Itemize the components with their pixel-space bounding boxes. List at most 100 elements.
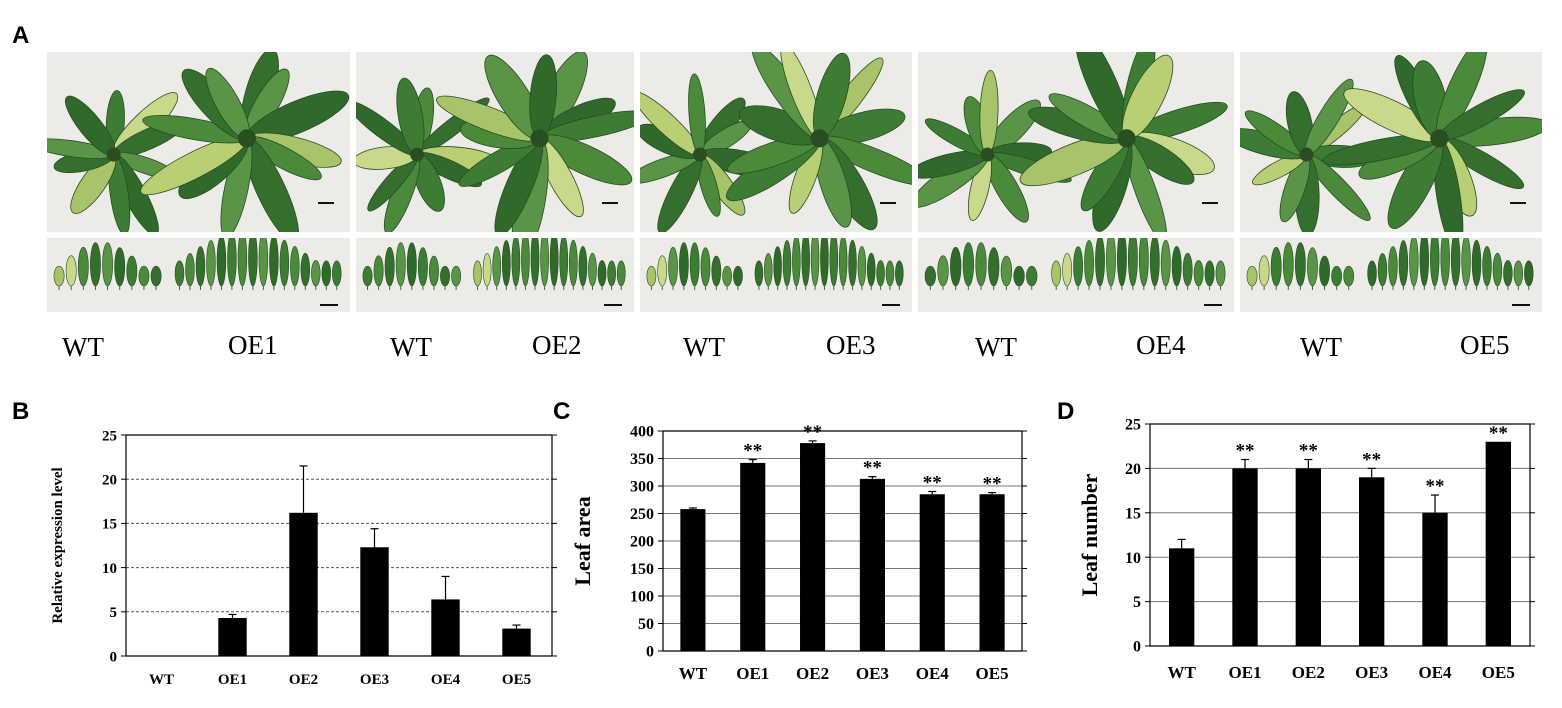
detached-leaf	[530, 238, 540, 287]
detached-leaf	[384, 246, 395, 287]
chart-svg: 0 5 10 15 20 25 WT OE1 OE2 OE3 OE4 OE5 Relative expr…	[50, 428, 557, 688]
detached-leaf	[1419, 238, 1429, 287]
y-tick-label: 400	[630, 424, 654, 441]
detached-leaf	[1377, 253, 1388, 287]
y-axis-label: Leaf area	[570, 496, 595, 585]
detached-leaf	[597, 260, 607, 287]
detached-leaf	[754, 260, 764, 287]
x-tick-label-oe4: OE4	[431, 672, 461, 688]
detached-leaf	[1343, 265, 1355, 287]
rosette-center	[530, 129, 549, 148]
detached-leaf	[77, 246, 89, 287]
scale-bar	[604, 304, 622, 306]
bar-oe2	[289, 512, 318, 656]
y-tick-label: 0	[1133, 639, 1141, 656]
detached-leaf	[237, 238, 248, 287]
bar-oe4	[1422, 512, 1448, 646]
y-axis-label: Relative expression level	[50, 467, 66, 623]
x-tick-label-wt: WT	[1167, 663, 1196, 682]
rosette-oe	[140, 52, 350, 232]
genotype-label-wt-2: WT	[390, 332, 432, 362]
detached-leaf	[588, 252, 597, 287]
bar-oe1	[1232, 468, 1258, 646]
detached-leaf	[1430, 238, 1440, 287]
y-tick-label: 0	[646, 644, 654, 661]
detached-leaf	[1295, 242, 1306, 287]
bar-oe1	[218, 617, 247, 656]
y-tick-label: 150	[630, 561, 654, 578]
detached-leaf	[1513, 260, 1524, 287]
x-tick-label-oe4: OE4	[916, 664, 950, 683]
detached-leaf	[185, 253, 195, 287]
detached-leaf	[810, 238, 820, 287]
detached-leaf	[1482, 245, 1492, 287]
y-tick-label: 200	[630, 534, 654, 551]
rosette-center	[237, 129, 257, 148]
detached-leaf	[114, 247, 126, 287]
detached-leaf	[1388, 246, 1398, 287]
rosette-photo-1	[47, 52, 350, 232]
genotype-label-oe3: OE3	[826, 330, 876, 360]
detached-leaf	[138, 265, 150, 287]
x-tick-label-wt: WT	[149, 672, 174, 688]
rosette-photo-2	[356, 52, 634, 232]
detached-leaf	[206, 240, 216, 287]
detached-leaf	[1204, 260, 1215, 287]
detached-leaf	[782, 240, 792, 287]
leaves-wt	[53, 242, 162, 290]
detached-leaf	[1073, 246, 1084, 287]
detached-leaf	[962, 242, 974, 287]
detached-leaf	[1000, 255, 1013, 287]
panel-letter-c: C	[553, 398, 571, 425]
leaves-wt	[646, 242, 743, 290]
detached-leaf	[607, 260, 616, 287]
bar-wt	[680, 509, 706, 651]
x-tick-label-oe3: OE3	[856, 664, 889, 683]
detached-leaves-photo-2	[356, 238, 634, 312]
genotype-label-wt-5: WT	[1300, 332, 1342, 362]
rosette-oe	[726, 52, 912, 231]
detached-leaves-photo-4	[918, 238, 1234, 312]
leaves-oe	[1051, 238, 1226, 290]
detached-leaf	[362, 265, 373, 287]
significance-mark: **	[1426, 476, 1445, 497]
detached-leaf	[1149, 238, 1160, 287]
detached-leaf	[1215, 260, 1226, 287]
leaves-wt	[362, 242, 462, 290]
leaves-wt	[1246, 242, 1355, 290]
detached-leaf	[722, 265, 732, 287]
detached-leaf	[216, 238, 227, 287]
detached-leaf	[1398, 240, 1409, 287]
detached-leaf	[440, 265, 450, 287]
bar-oe4	[919, 494, 945, 651]
rosette-photo-3	[640, 52, 912, 232]
y-tick-label: 5	[1133, 594, 1141, 611]
bar-oe5	[979, 494, 1005, 651]
detached-leaf	[501, 240, 511, 287]
x-tick-label-oe4: OE4	[1418, 663, 1452, 682]
detached-leaf	[689, 242, 700, 287]
bar-oe2	[800, 443, 826, 651]
y-tick-label: 250	[630, 506, 654, 523]
detached-leaf	[429, 255, 439, 287]
y-tick-label: 20	[102, 472, 117, 488]
genotype-label-wt-3: WT	[683, 332, 725, 362]
detached-leaf	[838, 238, 848, 287]
y-tick-label: 0	[110, 649, 118, 665]
detached-leaf	[174, 260, 185, 287]
x-tick-label-wt: WT	[679, 664, 708, 683]
detached-leaf	[1127, 238, 1138, 287]
x-tick-label-oe3: OE3	[1355, 663, 1388, 682]
detached-leaf	[924, 265, 936, 287]
y-tick-label: 15	[1125, 505, 1141, 522]
rosette-center	[810, 129, 829, 148]
x-tick-label-oe2: OE2	[796, 664, 829, 683]
detached-leaf	[1117, 238, 1127, 287]
detached-leaf	[1471, 239, 1482, 287]
rosette-oe	[1322, 52, 1542, 232]
x-tick-label-oe5: OE5	[976, 664, 1009, 683]
detached-leaf	[1492, 252, 1503, 287]
detached-leaf	[616, 260, 626, 287]
genotype-label-oe5: OE5	[1460, 330, 1510, 360]
significance-mark: **	[1489, 423, 1508, 444]
